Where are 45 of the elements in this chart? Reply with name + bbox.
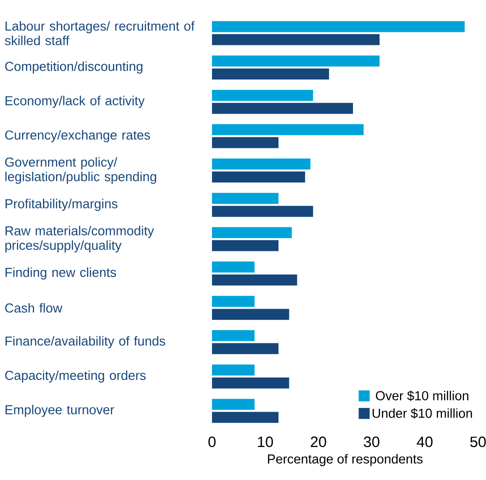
- bar: [212, 206, 314, 217]
- y-tick-label: Competition/discounting: [5, 61, 142, 74]
- bar: [212, 330, 255, 342]
- y-tick-label: Employee turnover: [6, 404, 114, 417]
- bar: [212, 137, 278, 148]
- x-tick-label: 0: [208, 436, 216, 448]
- y-tick-label: Economy/lack of activity: [6, 96, 145, 108]
- bar: [212, 364, 255, 376]
- y-tick-label: Currency/exchange rates: [5, 130, 150, 142]
- bar: [212, 240, 278, 252]
- bar: [212, 172, 306, 183]
- y-tick-label: Cash flow: [5, 303, 62, 313]
- bar: [212, 227, 292, 238]
- bar: [212, 343, 278, 354]
- bar: [212, 90, 314, 101]
- x-tick-label: 30: [364, 436, 380, 448]
- bar: [212, 378, 290, 389]
- y-tick-label: Raw materials/commodity prices/supply/quality: [5, 226, 154, 252]
- y-tick-label: Government policy/ legislation/public spending: [5, 157, 156, 184]
- bar: [212, 124, 364, 136]
- bar: [212, 192, 278, 204]
- x-tick-label: 10: [258, 436, 273, 448]
- bar: [212, 296, 255, 307]
- x-tick-label: 50: [470, 436, 486, 448]
- bar: [212, 262, 255, 273]
- bar: [212, 56, 380, 67]
- legend-label: Under $10 million: [372, 408, 472, 419]
- bar: [212, 34, 380, 46]
- y-tick-label: Finance/availability of funds: [6, 336, 166, 348]
- bar: [212, 308, 290, 320]
- y-tick-label: Capacity/meeting orders: [5, 370, 146, 383]
- x-tick-label: 40: [416, 436, 433, 448]
- x-axis-title: Percentage of respondents: [268, 454, 423, 466]
- x-tick-label: 20: [310, 436, 326, 448]
- y-tick-label: Finding new clients: [6, 267, 116, 280]
- bar: [212, 412, 278, 423]
- bar: [212, 274, 298, 286]
- legend-label: Over $10 million: [376, 390, 468, 402]
- bar: [212, 102, 353, 114]
- y-tick-label: Profitability/margins: [6, 198, 118, 211]
- bar: [212, 398, 255, 410]
- bar: [212, 158, 310, 170]
- y-tick-label: Labour shortages/ recruitment of skilled staff: [4, 21, 195, 46]
- bar: [212, 21, 465, 32]
- bar: [212, 68, 330, 80]
